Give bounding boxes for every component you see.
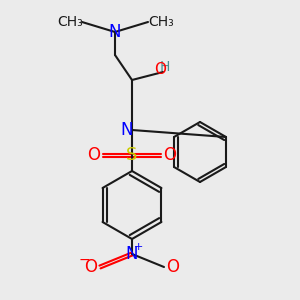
Text: CH₃: CH₃ xyxy=(57,15,83,29)
Text: N: N xyxy=(121,121,133,139)
Text: O: O xyxy=(154,62,166,77)
Text: H: H xyxy=(160,60,170,74)
Text: CH₃: CH₃ xyxy=(148,15,174,29)
Text: O: O xyxy=(167,258,179,276)
Text: O: O xyxy=(85,258,98,276)
Text: O: O xyxy=(164,146,176,164)
Text: S: S xyxy=(126,146,138,164)
Text: O: O xyxy=(88,146,100,164)
Text: N: N xyxy=(109,23,121,41)
Text: −: − xyxy=(78,253,90,267)
Text: N: N xyxy=(126,245,138,263)
Text: +: + xyxy=(133,242,143,252)
